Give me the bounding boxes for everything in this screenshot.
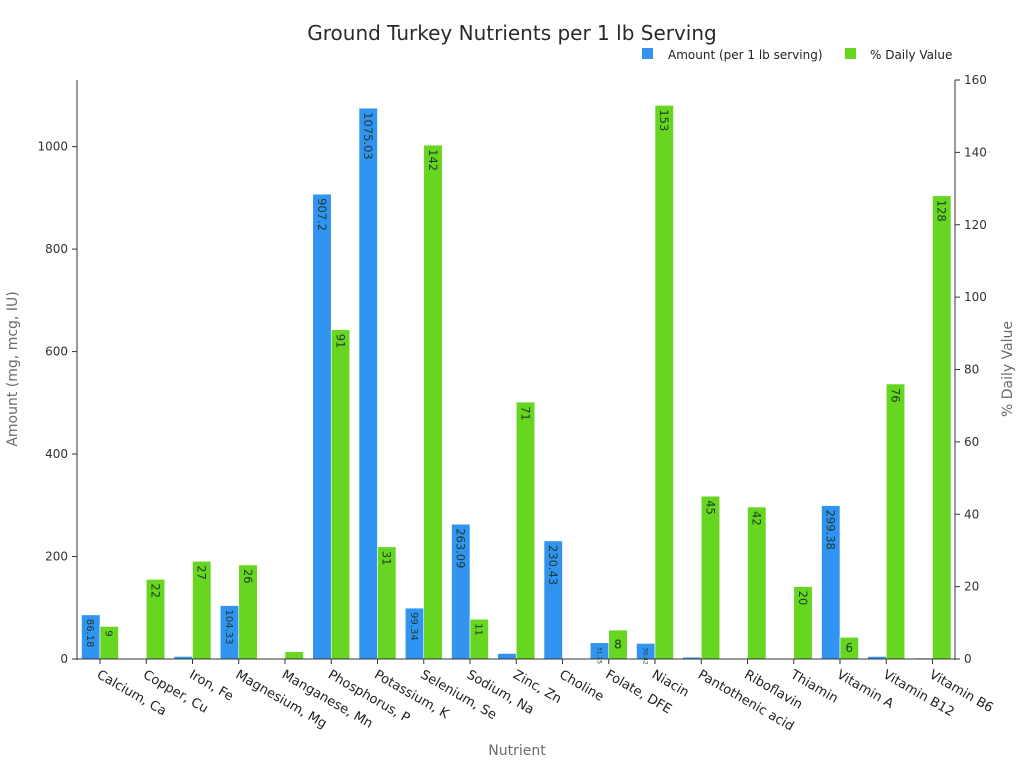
- bar-data-label: 30.42: [642, 647, 649, 664]
- left-tick-label: 600: [45, 345, 68, 359]
- amount-bar: [497, 653, 517, 660]
- bar-data-label: 20: [796, 591, 810, 606]
- bar-data-label: 99.34: [408, 612, 419, 641]
- bars-group: [81, 105, 952, 660]
- left-tick-label: 200: [45, 550, 68, 564]
- left-tick-label: 0: [60, 652, 68, 666]
- right-y-axis-title: % Daily Value: [1000, 321, 1016, 417]
- amount-bar: [312, 193, 332, 660]
- bar-data-label: 26: [241, 569, 255, 584]
- daily-value-bar: [885, 383, 906, 660]
- bar-data-label: 27: [195, 565, 209, 580]
- bar-data-label: 299.38: [824, 510, 838, 550]
- daily-value-bar: [284, 651, 304, 660]
- bar-data-label: 1075.03: [361, 112, 375, 160]
- right-tick-label: 160: [964, 73, 987, 87]
- bar-data-label: 42: [750, 511, 764, 526]
- legend-label-daily-value: % Daily Value: [870, 48, 952, 62]
- left-tick-label: 1000: [37, 140, 68, 154]
- daily-value-bar: [330, 329, 351, 660]
- bar-data-label: 45: [703, 500, 717, 515]
- right-tick-label: 100: [964, 290, 987, 304]
- bar-data-label: 31: [380, 551, 394, 566]
- legend: Amount (per 1 lb serving) % Daily Value: [642, 48, 952, 62]
- legend-swatch-amount: [642, 48, 653, 59]
- right-tick-label: 40: [964, 507, 979, 521]
- daily-value-bar: [654, 105, 674, 660]
- bar-data-label: 91: [333, 334, 347, 349]
- right-tick-label: 20: [964, 580, 979, 594]
- bar-data-label: 11: [473, 623, 484, 636]
- daily-value-bar: [515, 401, 536, 660]
- bar-data-label: 31.75: [595, 647, 602, 664]
- left-tick-label: 400: [45, 447, 68, 461]
- bar-data-label: 230.43: [546, 545, 560, 585]
- bar-data-label: 22: [148, 583, 162, 598]
- daily-value-bar: [423, 144, 443, 660]
- bar-data-label: 6: [845, 641, 853, 655]
- bar-data-label: 86.18: [84, 619, 95, 648]
- bar-data-label: 76: [888, 388, 902, 403]
- daily-value-bar: [700, 495, 721, 660]
- bar-data-label: 907.2: [315, 198, 329, 231]
- bar-data-label: 8: [614, 638, 622, 652]
- bar-data-label: 71: [518, 406, 532, 421]
- x-axis-title: Nutrient: [488, 743, 546, 759]
- right-tick-label: 80: [964, 363, 979, 377]
- bar-data-label: 263.09: [454, 528, 468, 568]
- amount-bar: [358, 107, 378, 660]
- left-y-axis: 0 200 400 600 800 1000: [37, 140, 77, 666]
- right-tick-label: 60: [964, 435, 979, 449]
- x-tick-label: Choline: [557, 667, 607, 704]
- right-tick-label: 0: [964, 652, 972, 666]
- bar-data-label: 142: [426, 149, 440, 171]
- left-y-axis-title: Amount (mg, mcg, IU): [5, 291, 21, 446]
- legend-label-amount: Amount (per 1 lb serving): [668, 48, 823, 62]
- bar-labels-group: 86.18 9 22 27 104.33 26 907.2 91 1075.03 31 99.34 1…: [84, 109, 948, 664]
- bar-data-label: 128: [935, 200, 949, 222]
- daily-value-bar: [747, 506, 767, 660]
- bar-data-label: 9: [103, 630, 114, 636]
- bar-data-label: 153: [657, 109, 671, 131]
- daily-value-bar: [932, 195, 952, 660]
- right-y-axis: 0 20 40 60 80 100 120 140 160: [955, 73, 987, 666]
- bar-data-label: 104.33: [223, 610, 234, 645]
- chart-title: Ground Turkey Nutrients per 1 lb Serving: [307, 21, 716, 45]
- legend-swatch-daily-value: [845, 48, 856, 59]
- right-tick-label: 120: [964, 218, 987, 232]
- left-tick-label: 800: [45, 242, 68, 256]
- right-tick-label: 140: [964, 145, 987, 159]
